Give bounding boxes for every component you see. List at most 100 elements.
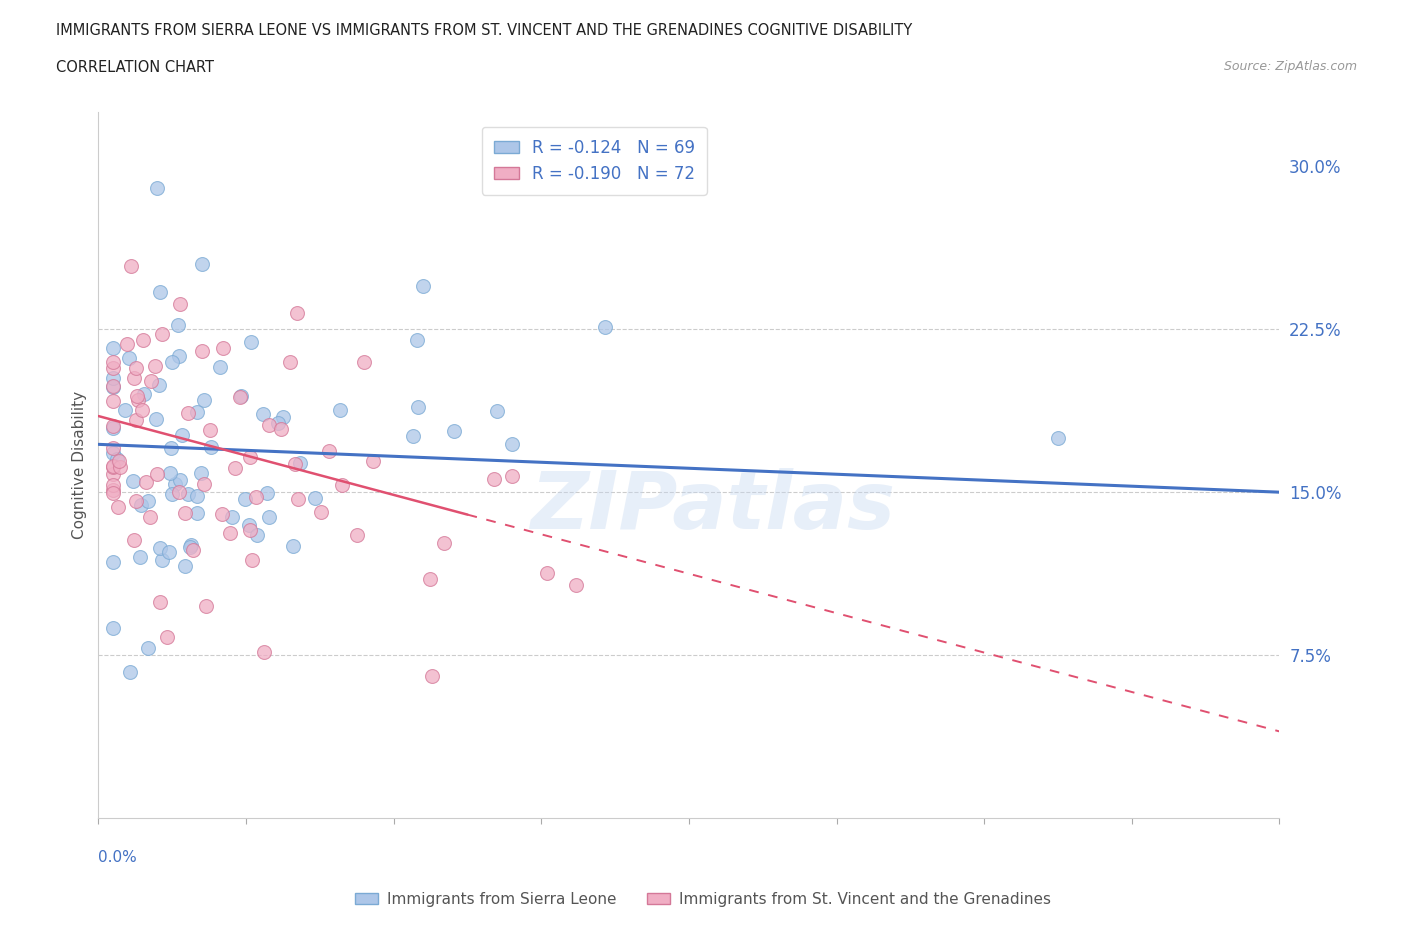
Text: 0.0%: 0.0%	[98, 850, 138, 865]
Point	[172, 427, 194, 442]
Point	[246, 527, 269, 542]
Point	[193, 476, 215, 491]
Point	[103, 360, 125, 375]
Point	[346, 528, 368, 543]
Point	[595, 320, 617, 335]
Point	[565, 578, 588, 593]
Point	[120, 665, 142, 680]
Point	[536, 565, 558, 580]
Point	[103, 445, 125, 460]
Point	[103, 354, 125, 369]
Point	[160, 441, 183, 456]
Point	[363, 454, 385, 469]
Point	[103, 441, 125, 456]
Point	[162, 354, 183, 369]
Point	[501, 469, 523, 484]
Point	[288, 456, 311, 471]
Point	[103, 459, 125, 474]
Text: ZIPatlas: ZIPatlas	[530, 469, 896, 547]
Point	[330, 477, 353, 492]
Point	[139, 374, 162, 389]
Point	[191, 343, 214, 358]
Point	[138, 510, 160, 525]
Point	[433, 536, 456, 551]
Point	[103, 485, 125, 500]
Point	[195, 598, 218, 613]
Point	[190, 466, 212, 481]
Point	[1046, 431, 1070, 445]
Point	[406, 333, 429, 348]
Point	[402, 429, 425, 444]
Point	[156, 630, 179, 644]
Point	[124, 370, 146, 385]
Point	[103, 554, 125, 569]
Point	[150, 552, 173, 567]
Point	[256, 485, 278, 500]
Point	[131, 498, 153, 513]
Point	[419, 572, 441, 587]
Point	[103, 621, 125, 636]
Point	[157, 544, 180, 559]
Point	[270, 421, 292, 436]
Point	[304, 491, 326, 506]
Point	[193, 392, 215, 407]
Point	[221, 510, 243, 525]
Point	[103, 418, 125, 433]
Point	[200, 423, 222, 438]
Point	[125, 412, 148, 427]
Point	[118, 351, 141, 365]
Point	[329, 403, 352, 418]
Text: IMMIGRANTS FROM SIERRA LEONE VS IMMIGRANTS FROM ST. VINCENT AND THE GRENADINES C: IMMIGRANTS FROM SIERRA LEONE VS IMMIGRAN…	[56, 23, 912, 38]
Point	[229, 389, 252, 404]
Point	[138, 641, 160, 656]
Point	[132, 387, 155, 402]
Point	[167, 317, 190, 332]
Point	[127, 389, 149, 404]
Point	[233, 491, 256, 506]
Point	[162, 486, 184, 501]
Point	[169, 472, 191, 487]
Point	[107, 500, 129, 515]
Point	[285, 306, 308, 321]
Point	[443, 423, 465, 438]
Point	[179, 539, 201, 554]
Text: CORRELATION CHART: CORRELATION CHART	[56, 60, 214, 75]
Point	[239, 449, 262, 464]
Point	[169, 297, 191, 312]
Point	[114, 403, 136, 418]
Point	[165, 476, 187, 491]
Text: Source: ZipAtlas.com: Source: ZipAtlas.com	[1223, 60, 1357, 73]
Point	[122, 473, 145, 488]
Point	[149, 540, 172, 555]
Point	[257, 510, 280, 525]
Point	[103, 340, 125, 355]
Point	[124, 361, 146, 376]
Point	[149, 595, 172, 610]
Point	[267, 416, 290, 431]
Point	[124, 532, 146, 547]
Point	[186, 505, 208, 520]
Point	[103, 370, 125, 385]
Point	[173, 559, 195, 574]
Point	[353, 354, 375, 369]
Point	[420, 669, 443, 684]
Point	[209, 359, 232, 374]
Point	[146, 180, 169, 195]
Point	[281, 539, 304, 554]
Point	[287, 492, 309, 507]
Point	[103, 467, 125, 482]
Point	[149, 285, 172, 299]
Point	[174, 506, 197, 521]
Point	[406, 400, 429, 415]
Point	[132, 333, 155, 348]
Point	[180, 538, 202, 552]
Point	[309, 505, 332, 520]
Point	[482, 472, 505, 486]
Point	[134, 474, 156, 489]
Point	[284, 457, 307, 472]
Point	[239, 523, 262, 538]
Point	[212, 341, 235, 356]
Point	[146, 466, 169, 481]
Point	[252, 407, 274, 422]
Point	[143, 358, 166, 373]
